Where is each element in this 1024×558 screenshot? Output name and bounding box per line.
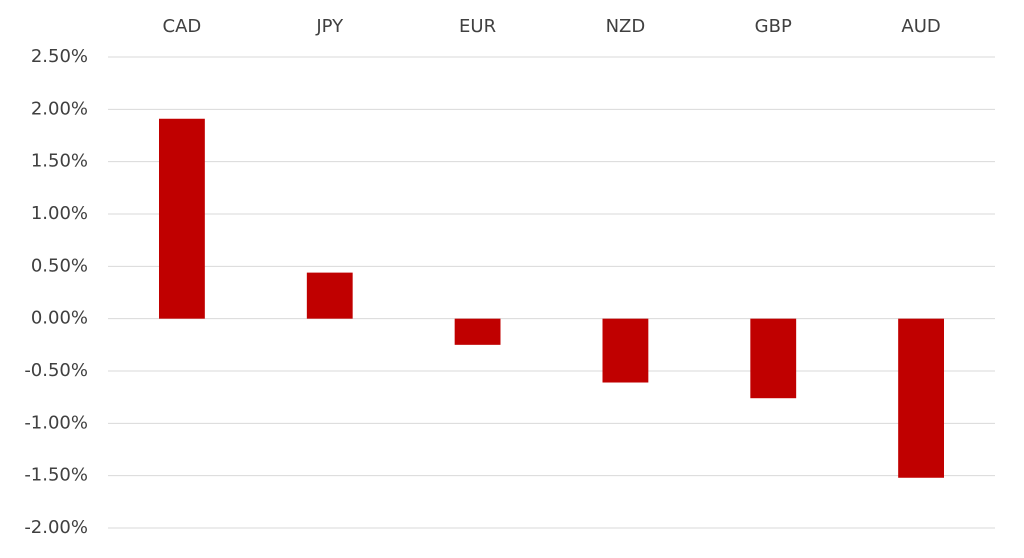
y-tick-label: 1.50% — [31, 151, 88, 172]
y-tick-label: -1.00% — [24, 412, 88, 433]
y-tick-label: 1.00% — [31, 203, 88, 224]
y-tick-label: -0.50% — [24, 360, 88, 381]
y-tick-label: 2.50% — [31, 46, 88, 67]
x-tick-label: AUD — [901, 16, 940, 37]
bar — [750, 318, 797, 399]
y-tick-label: -1.50% — [24, 465, 88, 486]
x-tick-label: CAD — [163, 16, 202, 37]
x-tick-label: EUR — [459, 16, 496, 37]
bar — [602, 318, 649, 383]
x-tick-label: GBP — [755, 16, 792, 37]
y-tick-label: 0.50% — [31, 255, 88, 276]
y-tick-label: 0.00% — [31, 308, 88, 329]
y-tick-label: 2.00% — [31, 98, 88, 119]
x-tick-label: JPY — [315, 16, 344, 37]
bar — [454, 318, 501, 345]
bar — [159, 118, 205, 319]
y-tick-label: -2.00% — [24, 517, 88, 538]
x-tick-label: NZD — [606, 16, 646, 37]
bar — [898, 318, 944, 478]
bar — [306, 272, 353, 319]
